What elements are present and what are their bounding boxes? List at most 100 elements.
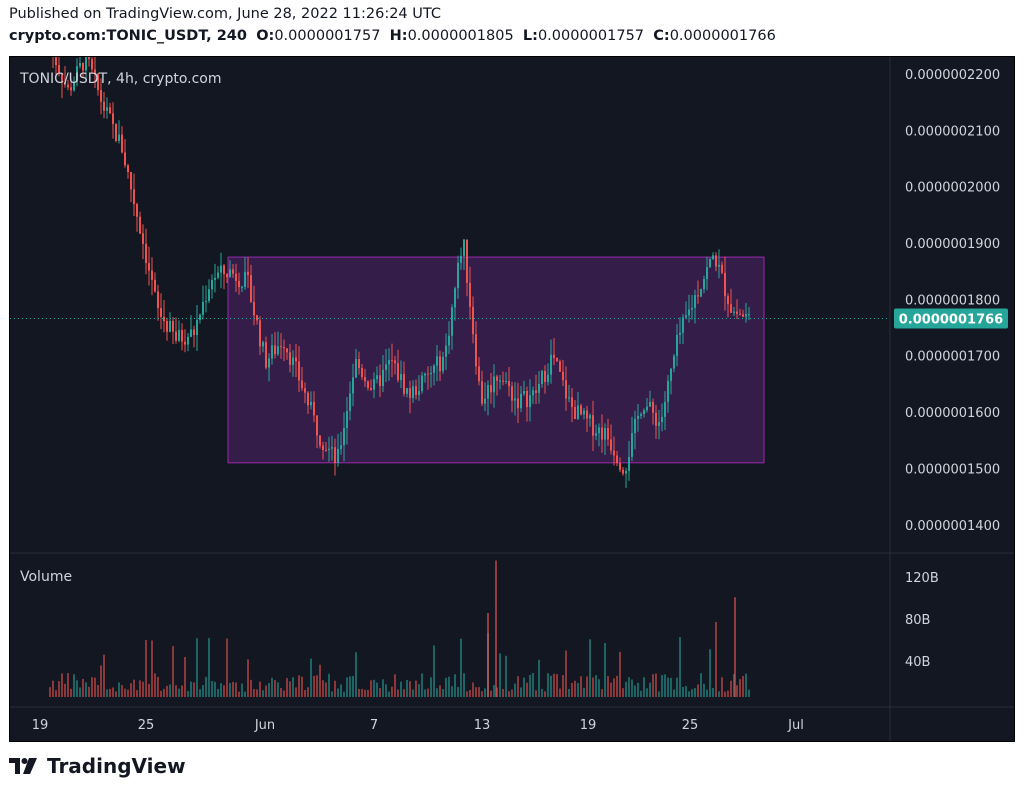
volume-bar [685,686,687,697]
candle-body [163,316,165,322]
candle-body [730,304,732,313]
volume-bar [478,687,480,697]
volume-bar [289,681,291,697]
candle-body [151,270,153,280]
candle-body [490,385,492,393]
candle-body [373,379,375,390]
volume-bar [511,689,513,697]
volume-bar [613,678,615,697]
volume-bar [73,674,75,697]
volume-bar [331,691,333,697]
volume-bar [469,689,471,697]
candle-body [352,377,354,394]
candle-body [358,359,360,369]
volume-bar [67,673,69,697]
volume-bar [292,677,294,697]
tradingview-logo[interactable]: TradingView [9,754,186,778]
candle-body [625,470,627,474]
candle-body [121,134,123,153]
volume-bar [178,688,180,697]
volume-bar [337,688,339,697]
chart-legend: TONIC/USDT, 4h, crypto.com [19,71,222,87]
candle-body [592,415,594,436]
candle-body [400,374,402,381]
volume-bar [673,689,675,697]
volume-bar [49,687,51,697]
candle-body [748,314,750,316]
volume-bar [556,674,558,697]
candle-body [64,82,66,85]
candle-body [517,398,519,409]
chart-panel[interactable]: 0.0000002200 0.0000002100 0.0000002000 0.00… [9,56,1015,742]
candle-body [469,282,471,307]
candle-body [283,347,285,349]
volume-bar [520,687,522,697]
candle-body [628,456,630,471]
volume-bar [406,680,408,697]
volume-bar [475,687,477,697]
candle-body [79,63,81,67]
volume-bar [235,682,237,697]
symbol-label: crypto.com:TONIC_USDT, 240 [9,28,247,44]
volume-bar [688,691,690,697]
volume-bar [499,653,501,697]
candle-body [154,279,156,292]
candle-body [76,66,78,83]
volume-bar [160,690,162,697]
time-axis-tick: 13 [474,718,491,733]
candle-body [475,334,477,367]
candle-body [493,376,495,393]
volume-pane-label: Volume [20,569,72,585]
candle-body [706,267,708,280]
candle-body [454,288,456,308]
volume-bar [493,685,495,697]
volume-bar [334,680,336,697]
volume-bar [565,650,567,697]
volume-bar [430,677,432,697]
volume-bar [715,621,717,697]
candle-body [211,279,213,290]
volume-bar [55,690,57,697]
candle-body [271,345,273,359]
candle-body [601,427,603,440]
candle-body [85,57,87,71]
volume-bar [154,673,156,697]
chart-svg[interactable]: 0.0000002200 0.0000002100 0.0000002000 0.00… [10,57,1014,741]
candle-body [622,469,624,474]
price-axis-tick: 0.0000001600 [905,406,1000,421]
candle-body [664,401,666,417]
volume-bar [82,678,84,697]
volume-bar [472,682,474,697]
volume-bar [382,679,384,697]
volume-bar [421,673,423,697]
volume-bar [616,675,618,697]
candle-body [607,427,609,440]
volume-bar [103,654,105,697]
candle-body [526,391,528,408]
volume-bar [166,685,168,697]
candle-body [577,405,579,419]
volume-bar [523,677,525,697]
volume-bar [163,688,165,697]
volume-bar [142,681,144,697]
candle-body [694,295,696,308]
candle-body [643,410,645,415]
volume-bar [415,680,417,697]
candle-body [457,262,459,289]
volume-bar [328,673,330,697]
candle-body [235,273,237,281]
candle-body [583,410,585,415]
candle-body [565,380,567,399]
candle-body [574,407,576,419]
candle-body [223,265,225,275]
candle-body [532,390,534,396]
volume-bar [394,674,396,697]
volume-bar [100,665,102,697]
volume-bar [187,691,189,697]
price-axis-tick: 0.0000001500 [905,462,1000,477]
price-axis-tick: 0.0000001800 [905,293,1000,308]
volume-bar [352,675,354,697]
published-caption: Published on TradingView.com, June 28, 2… [9,6,442,22]
volume-bar [538,659,540,697]
volume-bar [202,685,204,697]
